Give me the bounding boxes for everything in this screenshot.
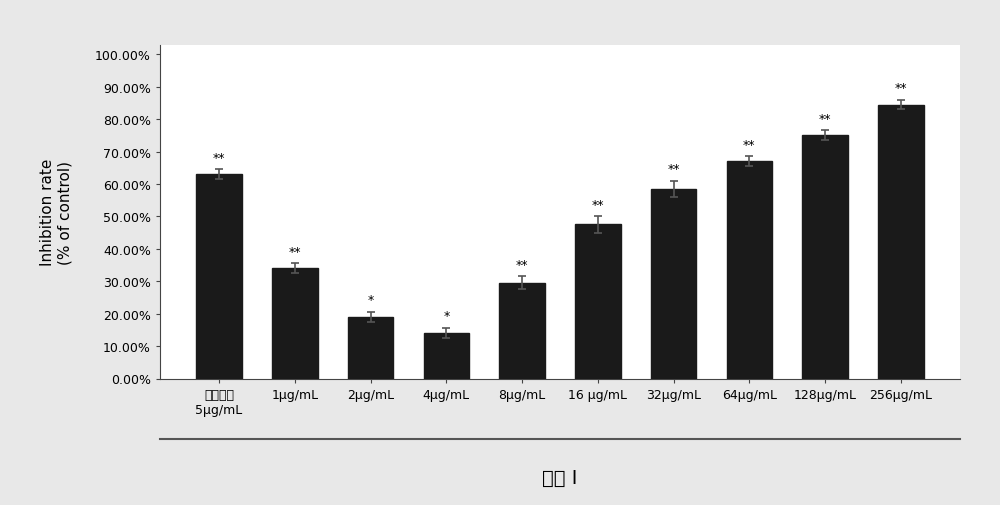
Text: *: * bbox=[367, 293, 374, 307]
Bar bbox=[499, 283, 545, 379]
Text: *: * bbox=[443, 310, 449, 323]
Bar bbox=[651, 189, 696, 379]
Bar bbox=[196, 175, 242, 379]
Text: **: ** bbox=[667, 163, 680, 176]
Bar bbox=[575, 225, 621, 379]
Text: 多肽 I: 多肽 I bbox=[542, 468, 578, 487]
Text: Inhibition rate
(% of control): Inhibition rate (% of control) bbox=[40, 159, 72, 266]
Text: **: ** bbox=[895, 82, 907, 94]
Bar bbox=[348, 317, 393, 379]
Bar bbox=[424, 333, 469, 379]
Text: **: ** bbox=[743, 138, 756, 152]
Bar bbox=[272, 269, 318, 379]
Bar bbox=[727, 162, 772, 379]
Text: **: ** bbox=[819, 113, 831, 125]
Text: **: ** bbox=[592, 198, 604, 211]
Bar bbox=[802, 136, 848, 379]
Text: **: ** bbox=[516, 258, 528, 271]
Text: **: ** bbox=[289, 245, 301, 258]
Text: **: ** bbox=[213, 151, 225, 164]
Bar bbox=[878, 106, 924, 379]
